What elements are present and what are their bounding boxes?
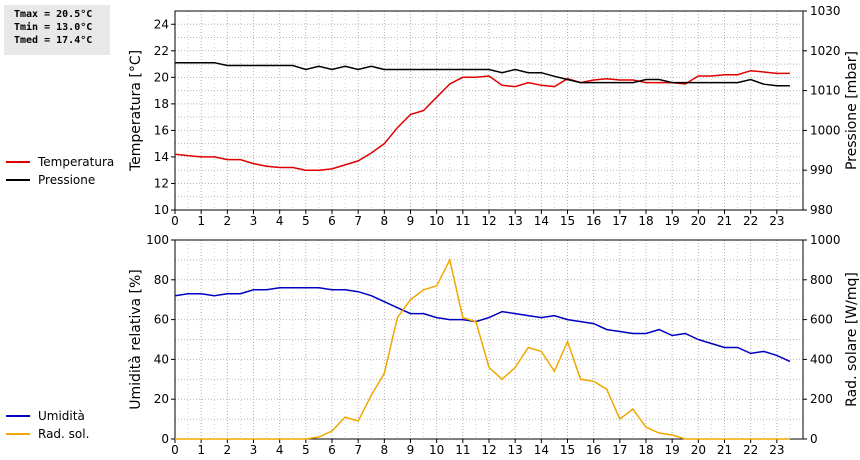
bottom-xtick-label: 22 [743,443,758,457]
stats-box: Tmax = 20.5°C Tmin = 13.0°C Tmed = 17.4°… [4,5,110,55]
top-xtick-label: 9 [407,214,415,228]
bottom-xtick-label: 11 [455,443,470,457]
bottom-ylabel-right: Rad. solare [W/mq] [844,272,860,407]
bottom-series-0 [174,287,791,363]
bottom-ytick-label-left: 60 [154,313,169,327]
bottom-xtick-label: 3 [250,443,258,457]
bottom-xtick-label: 6 [328,443,336,457]
bottom-xtick-label: 13 [508,443,523,457]
bottom-ytick-label-right: 1000 [810,233,841,247]
bottom-xtick-label: 8 [381,443,389,457]
top-xtick-label: 3 [250,214,258,228]
bottom-xtick-label: 2 [224,443,232,457]
bottom-ytick-label-right: 0 [810,432,818,446]
top-ytick-label-right: 1020 [810,44,841,58]
bottom-xtick-label: 7 [354,443,362,457]
bottom-legend-label-1: Rad. sol. [38,427,89,441]
top-xtick-label: 20 [691,214,706,228]
top-ytick-label-left: 20 [154,70,169,84]
top-ylabel-right: Pressione [mbar] [844,51,860,170]
top-ytick-label-left: 18 [154,97,169,111]
bottom-xtick-label: 4 [276,443,284,457]
top-xtick-label: 21 [717,214,732,228]
top-xtick-label: 17 [612,214,627,228]
top-xtick-label: 5 [302,214,310,228]
top-xtick-label: 2 [224,214,232,228]
top-ytick-label-left: 16 [154,123,169,137]
bottom-legend-label-0: Umidità [38,409,85,423]
top-xtick-label: 22 [743,214,758,228]
bottom-xtick-label: 19 [665,443,680,457]
top-xtick-label: 10 [429,214,444,228]
top-xtick-label: 7 [354,214,362,228]
bottom-xtick-label: 10 [429,443,444,457]
top-ytick-label-right: 1030 [810,4,841,18]
bottom-xtick-label: 0 [171,443,179,457]
top-xtick-label: 23 [769,214,784,228]
top-xtick-label: 4 [276,214,284,228]
top-legend-label-1: Pressione [38,173,95,187]
bottom-xtick-label: 21 [717,443,732,457]
bottom-xtick-label: 17 [612,443,627,457]
top-xtick-label: 0 [171,214,179,228]
top-ytick-label-left: 22 [154,44,169,58]
top-xtick-label: 11 [455,214,470,228]
top-ytick-label-left: 14 [154,150,169,164]
bottom-ytick-label-left: 80 [154,273,169,287]
top-ytick-label-left: 12 [154,176,169,190]
bottom-ytick-label-right: 800 [810,273,833,287]
top-xtick-label: 18 [638,214,653,228]
bottom-ytick-label-left: 20 [154,392,169,406]
top-ytick-label-right: 1000 [810,123,841,137]
top-ytick-label-right: 980 [810,203,833,217]
bottom-ylabel-left: Umidità relativa [%] [128,269,144,410]
top-xtick-label: 12 [481,214,496,228]
bottom-ytick-label-right: 400 [810,352,833,366]
top-xtick-label: 15 [560,214,575,228]
bottom-series-1 [175,257,790,440]
bottom-xtick-label: 15 [560,443,575,457]
top-xtick-label: 14 [534,214,549,228]
bottom-xtick-label: 5 [302,443,310,457]
stats-tmed: Tmed = 17.4°C [14,35,93,46]
bottom-ytick-label-left: 0 [161,432,169,446]
top-ytick-label-left: 24 [154,17,169,31]
bottom-xtick-label: 20 [691,443,706,457]
bottom-ytick-label-left: 100 [146,233,169,247]
top-xtick-label: 8 [381,214,389,228]
bottom-xtick-label: 1 [197,443,205,457]
bottom-xtick-label: 14 [534,443,549,457]
top-ylabel-left: Temperatura [°C] [128,50,144,172]
stats-tmin: Tmin = 13.0°C [14,22,93,33]
top-xtick-label: 16 [586,214,601,228]
bottom-ytick-label-left: 40 [154,352,169,366]
bottom-xtick-label: 16 [586,443,601,457]
bottom-ytick-label-right: 600 [810,313,833,327]
bottom-xtick-label: 18 [638,443,653,457]
top-ytick-label-left: 10 [154,203,169,217]
top-xtick-label: 13 [508,214,523,228]
stats-tmax: Tmax = 20.5°C [14,9,93,20]
bottom-ytick-label-right: 200 [810,392,833,406]
top-series-0 [174,69,790,171]
top-series-1 [175,61,790,87]
top-xtick-label: 1 [197,214,205,228]
bottom-xtick-label: 23 [769,443,784,457]
top-ytick-label-right: 990 [810,163,833,177]
bottom-xtick-label: 9 [407,443,415,457]
top-ytick-label-right: 1010 [810,84,841,98]
top-xtick-label: 6 [328,214,336,228]
top-legend-label-0: Temperatura [37,155,114,169]
top-xtick-label: 19 [665,214,680,228]
bottom-xtick-label: 12 [481,443,496,457]
